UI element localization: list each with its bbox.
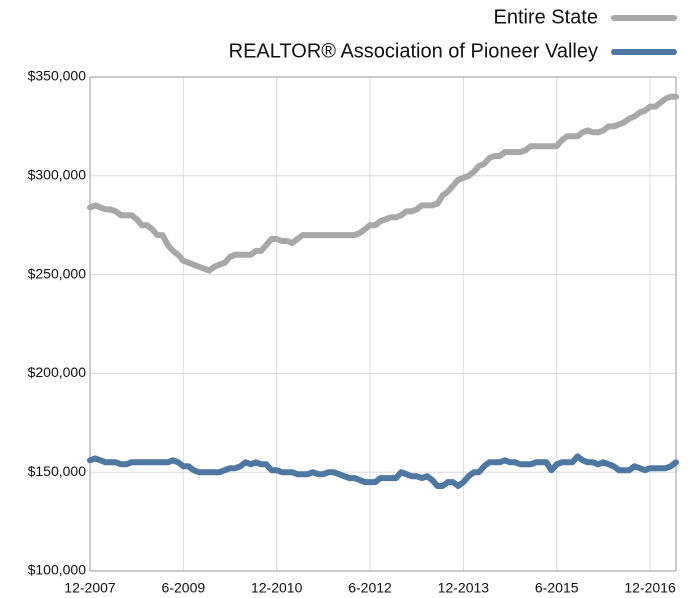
data-line [87, 453, 679, 489]
x-tick-label: 6-2015 [535, 580, 579, 596]
plot-frame [89, 76, 677, 572]
y-tick-label: $150,000 [28, 463, 87, 479]
x-tick-label: 12-2010 [251, 580, 303, 596]
y-tick-label: $300,000 [28, 167, 87, 183]
x-tick-label: 12-2016 [624, 580, 676, 596]
x-tick-label: 12-2007 [64, 580, 116, 596]
legend-label: REALTOR® Association of Pioneer Valley [229, 40, 598, 62]
y-tick-label: $350,000 [28, 68, 87, 84]
x-tick-label: 6-2009 [162, 580, 206, 596]
legend-label: Entire State [493, 6, 598, 28]
data-line [87, 93, 679, 274]
y-tick-label: $100,000 [28, 562, 87, 578]
y-tick-label: $200,000 [28, 364, 87, 380]
x-tick-label: 12-2013 [438, 580, 490, 596]
y-tick-label: $250,000 [28, 265, 87, 281]
x-tick-label: 6-2012 [348, 580, 392, 596]
